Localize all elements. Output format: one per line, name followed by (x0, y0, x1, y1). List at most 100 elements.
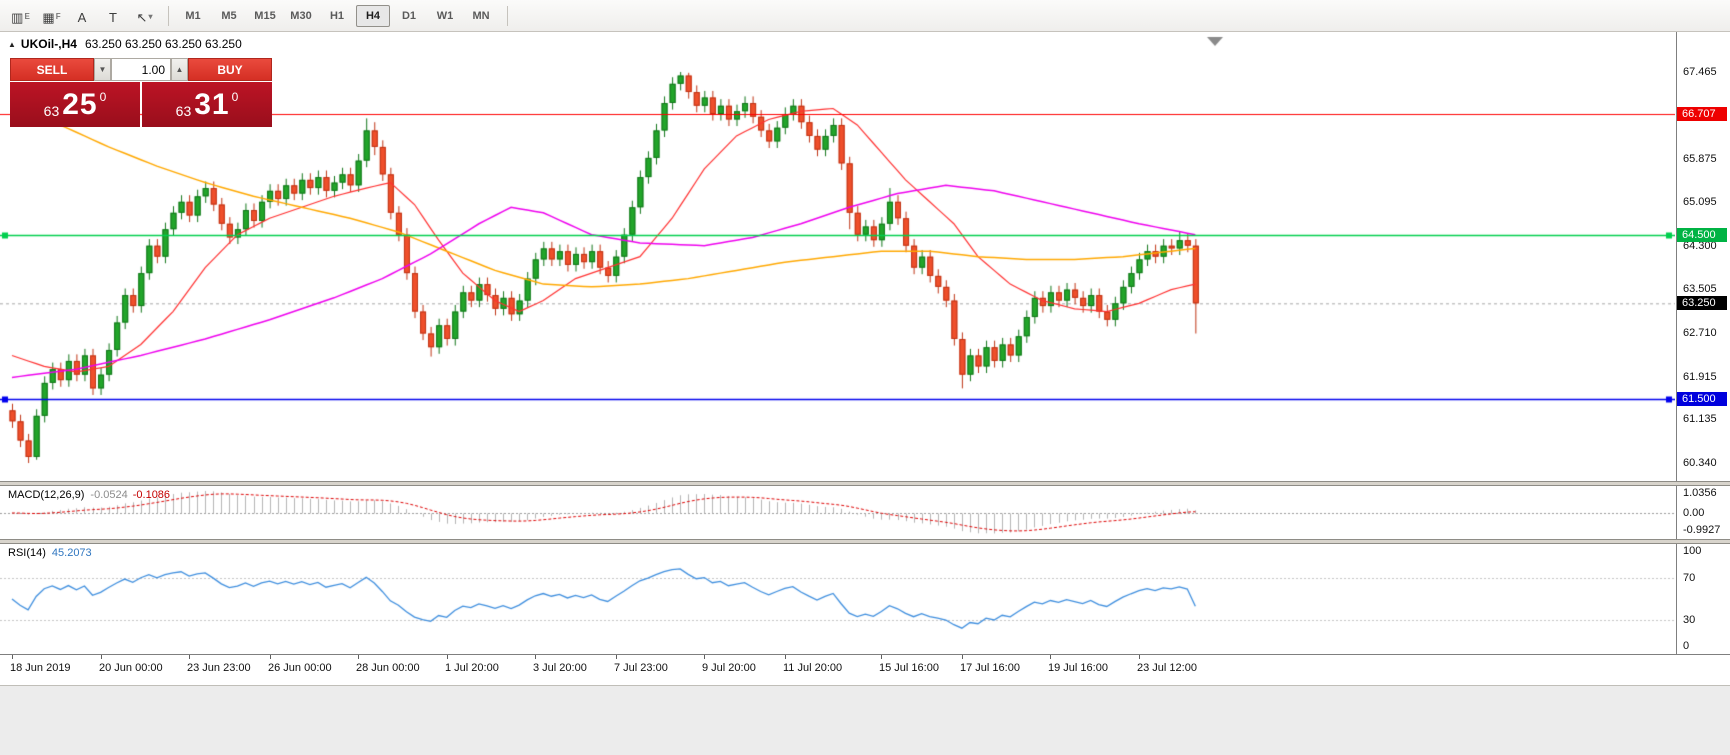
timeframe-button-H1[interactable]: H1 (329, 9, 345, 22)
timeframe-button-MN[interactable]: MN (472, 9, 490, 22)
sell-price-pips: 25 (62, 87, 98, 121)
time-axis-label: 23 Jun 23:00 (187, 662, 251, 674)
time-axis-label: 3 Jul 20:00 (533, 662, 587, 674)
buy-price-point: 0 (231, 89, 239, 104)
time-axis[interactable]: 18 Jun 2019 20 Jun 00:00 23 Jun 23:00 26 Ju… (0, 654, 1730, 685)
time-tick (1050, 655, 1051, 659)
sell-price-tile[interactable]: 63 25 0 (10, 82, 140, 127)
rsi-tick-label: 30 (1683, 614, 1696, 627)
grid-icon[interactable]: ▦ F (42, 9, 61, 25)
time-axis-label: 1 Jul 20:00 (445, 662, 499, 674)
price-tick-label: 62.710 (1683, 326, 1717, 339)
macd-label: MACD(12,26,9) -0.0524 -0.1086 (8, 489, 170, 501)
volume-decrease-button[interactable]: ▼ (94, 58, 111, 81)
pane-splitter[interactable] (0, 481, 1730, 486)
price-tick-label: 65.875 (1683, 153, 1717, 166)
macd-main-value: -0.0524 (90, 489, 128, 501)
time-tick (447, 655, 448, 659)
timeframe-button-M30[interactable]: M30 (290, 9, 312, 22)
time-axis-label: 15 Jul 16:00 (879, 662, 939, 674)
price-axis[interactable]: 67.465 65.875 65.095 64.300 63.505 62.710 61.9… (1676, 32, 1730, 481)
time-tick (535, 655, 536, 659)
pane-splitter[interactable] (0, 539, 1730, 544)
chart-header: ▲ UKOil-,H4 63.250 63.250 63.250 63.250 (8, 37, 242, 51)
price-level-badge: 64.500 (1677, 227, 1727, 242)
time-axis-label: 17 Jul 16:00 (960, 662, 1020, 674)
macd-tick-label: 0.00 (1683, 506, 1705, 519)
buy-button[interactable]: BUY (188, 58, 272, 81)
price-tick-label: 67.465 (1683, 66, 1717, 78)
time-tick (12, 655, 13, 659)
time-axis-label: 18 Jun 2019 (10, 662, 71, 674)
price-tick-label: 61.915 (1683, 370, 1717, 383)
buy-price-int: 63 (175, 102, 192, 119)
price-tick-label: 64.300 (1683, 239, 1717, 252)
time-tick (358, 655, 359, 659)
price-level-badge: 63.250 (1677, 296, 1727, 311)
time-axis-label: 11 Jul 20:00 (783, 662, 843, 674)
macd-tick-label: -0.9927 (1683, 524, 1721, 536)
time-tick (785, 655, 786, 659)
chart-window: ▲ UKOil-,H4 63.250 63.250 63.250 63.250 … (0, 32, 1730, 685)
rsi-axis[interactable]: 100 70 30 0 (1676, 544, 1730, 654)
time-tick (881, 655, 882, 659)
timeframe-button-M1[interactable]: M1 (185, 9, 201, 22)
timeframe-button-M15[interactable]: M15 (254, 9, 276, 22)
one-click-trade-panel: SELL ▼ 1.00 ▲ BUY 63 25 0 63 31 0 (10, 58, 272, 127)
cursor-tools-dropdown-icon[interactable]: ↖ ▾ (136, 9, 153, 25)
time-axis-label: 20 Jun 00:00 (99, 662, 163, 674)
rsi-value: 45.2073 (51, 547, 92, 559)
sell-price-point: 0 (99, 89, 107, 104)
collapse-trade-panel-icon[interactable]: ▲ (8, 39, 16, 49)
rsi-label: RSI(14) 45.2073 (8, 547, 92, 559)
time-axis-label: 9 Jul 20:00 (702, 662, 756, 674)
price-chart-canvas[interactable] (0, 32, 1675, 481)
time-axis-label: 23 Jul 12:00 (1137, 662, 1197, 674)
time-axis-label: 19 Jul 16:00 (1048, 662, 1108, 674)
toolbar-icon-group: ▥ E ▦ F A T ↖ ▾ (6, 4, 161, 28)
time-tick (189, 655, 190, 659)
window-bottom-strip (0, 685, 1730, 755)
chart-symbol-label: UKOil-,H4 (20, 37, 77, 51)
time-axis-label: 7 Jul 23:00 (614, 662, 668, 674)
macd-signal-value: -0.1086 (132, 489, 171, 501)
timeframe-button-W1[interactable]: W1 (436, 9, 454, 22)
macd-tick-label: 1.0356 (1683, 487, 1717, 499)
price-pane: ▲ UKOil-,H4 63.250 63.250 63.250 63.250 … (0, 32, 1730, 481)
timeframe-button-H4[interactable]: H4 (356, 4, 390, 27)
text-label-icon[interactable]: T (109, 9, 117, 25)
indicators-icon[interactable]: ▥ E (11, 9, 30, 25)
macd-pane: MACD(12,26,9) -0.0524 -0.1086 1.0356 0.00 -0… (0, 486, 1730, 539)
sell-price-int: 63 (43, 102, 60, 119)
time-axis-label: 28 Jun 00:00 (356, 662, 420, 674)
macd-canvas[interactable] (0, 486, 1675, 539)
volume-increase-button[interactable]: ▲ (171, 58, 188, 81)
toolbar-separator (168, 5, 169, 26)
time-tick (962, 655, 963, 659)
buy-price-tile[interactable]: 63 31 0 (142, 82, 272, 127)
sell-button[interactable]: SELL (10, 58, 94, 81)
price-tick-label: 63.505 (1683, 283, 1717, 296)
buy-price-pips: 31 (194, 87, 230, 121)
font-annotation-icon[interactable]: A (77, 9, 87, 25)
time-tick (704, 655, 705, 659)
timeframe-button-group: M1 M5 M15 M30 H1 H4 D1 W1 MN (176, 4, 500, 27)
time-tick (101, 655, 102, 659)
main-toolbar: ▥ E ▦ F A T ↖ ▾ M1 M5 M15 M30 H1 H4 D1 W1 MN (0, 0, 1730, 32)
price-tick-label: 65.095 (1683, 196, 1717, 209)
rsi-canvas[interactable] (0, 544, 1675, 654)
rsi-tick-label: 100 (1683, 545, 1702, 557)
toolbar-separator (507, 5, 508, 26)
chart-ohlc-readout: 63.250 63.250 63.250 63.250 (84, 37, 242, 51)
price-tick-label: 61.135 (1683, 413, 1717, 426)
volume-input[interactable]: 1.00 (111, 58, 171, 81)
rsi-name: RSI(14) (8, 547, 46, 559)
rsi-tick-label: 70 (1683, 571, 1696, 584)
time-tick (616, 655, 617, 659)
rsi-pane: RSI(14) 45.2073 100 70 30 0 (0, 544, 1730, 654)
macd-axis[interactable]: 1.0356 0.00 -0.9927 (1676, 486, 1730, 539)
time-axis-label: 26 Jun 00:00 (268, 662, 332, 674)
time-tick (1139, 655, 1140, 659)
timeframe-button-M5[interactable]: M5 (221, 9, 237, 22)
timeframe-button-D1[interactable]: D1 (401, 9, 417, 22)
